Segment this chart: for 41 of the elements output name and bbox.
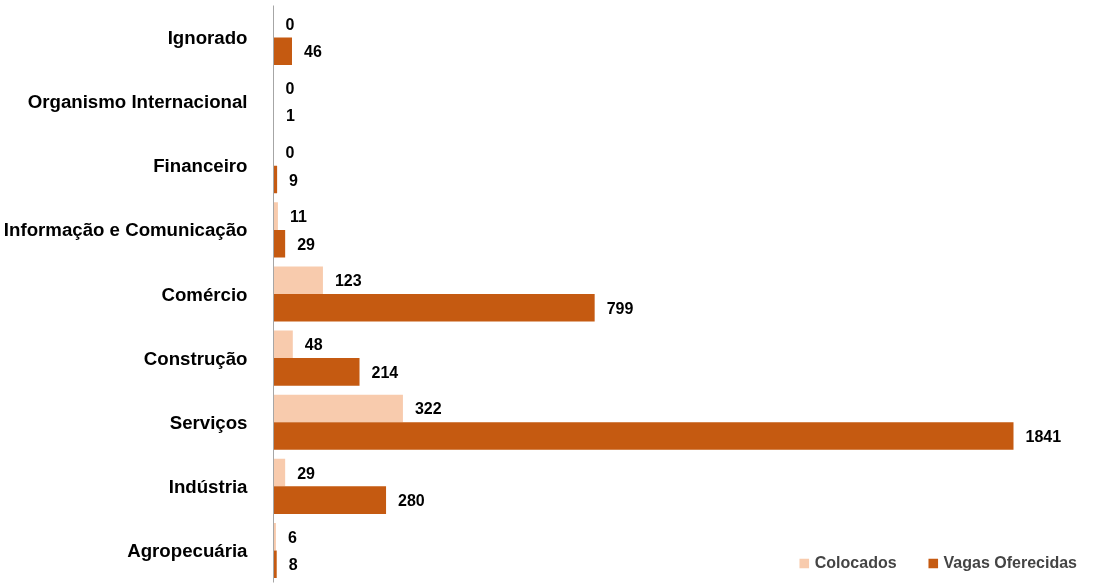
legend-label: Colocados xyxy=(814,554,897,572)
bar xyxy=(273,486,387,514)
y-tick-label: Agropecuária xyxy=(127,539,249,561)
data-label: 1841 xyxy=(1025,428,1062,446)
legend-label: Vagas Oferecidas xyxy=(943,554,1077,572)
bar xyxy=(273,330,293,359)
data-label: 11 xyxy=(289,208,307,226)
data-label: 214 xyxy=(371,363,399,381)
y-tick-label: Financeiro xyxy=(153,155,248,177)
bar xyxy=(273,422,1014,450)
data-label: 29 xyxy=(297,235,316,253)
bar xyxy=(273,229,286,258)
y-tick-label: Ignorado xyxy=(167,27,248,49)
data-label: 280 xyxy=(398,492,425,510)
y-tick-label: Serviços xyxy=(169,411,248,433)
data-label: 9 xyxy=(289,171,299,189)
bar xyxy=(273,358,360,386)
data-label: 0 xyxy=(285,15,295,33)
data-label: 1 xyxy=(285,107,295,125)
y-tick-label: Organismo Internacional xyxy=(27,91,248,113)
data-label: 29 xyxy=(297,464,316,482)
data-label: 8 xyxy=(288,556,298,574)
data-label: 322 xyxy=(414,400,442,418)
bar xyxy=(273,37,292,66)
data-label: 799 xyxy=(606,299,634,317)
data-label: 0 xyxy=(285,143,295,161)
y-tick-label: Construção xyxy=(143,347,248,369)
y-tick-label: Informação e Comunicação xyxy=(3,219,248,241)
data-label: 48 xyxy=(304,336,323,354)
bar xyxy=(273,266,323,294)
bar xyxy=(273,458,286,487)
y-tick-label: Indústria xyxy=(168,475,249,497)
data-label: 6 xyxy=(287,528,297,546)
y-tick-label: Comércio xyxy=(161,283,248,305)
data-label: 46 xyxy=(303,43,322,61)
bar xyxy=(273,550,277,579)
data-label: 123 xyxy=(334,272,362,290)
bar xyxy=(273,394,403,423)
data-label: 0 xyxy=(285,79,295,97)
bar xyxy=(273,294,595,322)
bar xyxy=(273,202,278,230)
